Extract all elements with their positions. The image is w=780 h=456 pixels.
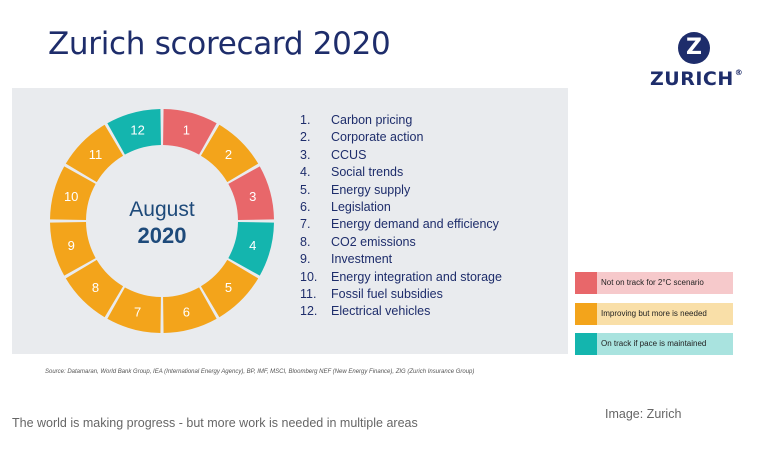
list-item-number: 3. [300, 147, 311, 162]
ring-segment-8 [65, 259, 124, 318]
ring-segment-label-11: 11 [89, 147, 103, 162]
list-item-label: Energy supply [331, 182, 411, 197]
list-item-label: CO2 emissions [331, 234, 416, 249]
registered-mark: ® [734, 68, 744, 77]
list-item: 10. Energy integration and storage [300, 270, 502, 287]
list-item-label: Investment [331, 252, 393, 267]
ring-segment-label-6: 6 [183, 304, 190, 319]
list-item: 3. CCUS [300, 148, 502, 165]
list-item-number: 10. [300, 269, 318, 284]
ring-segment-label-3: 3 [249, 189, 256, 204]
legend-label-teal: On track if pace is maintained [597, 333, 733, 355]
legend-swatch-orange [575, 302, 597, 325]
list-item: 1. Carbon pricing [300, 113, 502, 130]
legend-item-teal: On track if pace is maintained [575, 333, 733, 355]
list-item: 11. Fossil fuel subsidies [300, 287, 502, 304]
ring-segment-label-12: 12 [130, 123, 144, 138]
zurich-logo-text: ZURICH [650, 68, 734, 90]
center-year: 2020 [138, 223, 187, 248]
ring-segment-1 [163, 109, 217, 155]
ring-segment-6 [163, 287, 217, 333]
image-caption: The world is making progress - but more … [12, 416, 418, 430]
list-item-label: Fossil fuel subsidies [331, 286, 443, 301]
list-item-label: Legislation [331, 199, 391, 214]
list-item-number: 12. [300, 304, 318, 319]
list-item-label: Corporate action [331, 130, 424, 145]
indicator-list: 1. Carbon pricing 2. Corporate action 3. CCUS… [300, 113, 502, 322]
zurich-logo: Z ZURICH® [648, 32, 748, 92]
source-note: Source: Datamaran, World Bank Group, IEA… [45, 369, 475, 375]
zurich-logo-mark: Z [678, 32, 710, 64]
list-item-label: CCUS [331, 147, 367, 162]
scorecard-panel: August 2020 1 2 3 4 5 6 7 8 9 10 11 12 [12, 88, 568, 354]
legend-swatch-teal [575, 333, 597, 355]
ring-segment-5 [200, 259, 259, 318]
list-item-number: 9. [300, 252, 311, 267]
list-item: 5. Energy supply [300, 183, 502, 200]
list-item: 6. Legislation [300, 200, 502, 217]
ring-segment-label-4: 4 [249, 238, 256, 253]
list-item-label: Carbon pricing [331, 113, 413, 127]
list-item-label: Electrical vehicles [331, 304, 431, 319]
list-item-label: Energy demand and efficiency [331, 217, 499, 232]
list-item-label: Energy integration and storage [331, 269, 502, 284]
list-item-number: 2. [300, 130, 311, 145]
list-item-label: Social trends [331, 165, 404, 180]
ring-segment-12 [107, 109, 161, 155]
ring-segment-9 [50, 222, 96, 276]
list-item: 8. CO2 emissions [300, 235, 502, 252]
list-item: 2. Corporate action [300, 130, 502, 147]
list-item: 4. Social trends [300, 165, 502, 182]
legend-item-orange: Improving but more is needed [575, 302, 733, 325]
center-month: August [129, 198, 195, 221]
ring-segment-label-1: 1 [183, 123, 190, 138]
ring-segment-label-5: 5 [225, 280, 232, 295]
ring-segment-label-10: 10 [64, 189, 78, 204]
legend-label-red: Not on track for 2°C scenario [597, 272, 733, 294]
ring-segment-label-8: 8 [92, 280, 99, 295]
list-item: 9. Investment [300, 252, 502, 269]
ring-segment-label-2: 2 [225, 147, 232, 162]
ring-segment-10 [50, 166, 96, 220]
list-item-number: 1. [300, 113, 311, 127]
list-item-number: 5. [300, 182, 311, 197]
ring-segment-3 [228, 166, 274, 220]
list-item-number: 8. [300, 234, 311, 249]
legend-swatch-red [575, 272, 597, 294]
legend-item-red: Not on track for 2°C scenario [575, 272, 733, 294]
ring-segment-11 [65, 124, 124, 183]
page-title: Zurich scorecard 2020 [48, 26, 391, 62]
ring-segment-4 [228, 222, 274, 276]
ring-segment-label-7: 7 [134, 304, 141, 319]
list-item-number: 11. [300, 286, 317, 301]
list-item: 12. Electrical vehicles [300, 304, 502, 321]
ring-segment-7 [107, 287, 161, 333]
list-item-number: 6. [300, 199, 311, 214]
list-item: 7. Energy demand and efficiency [300, 217, 502, 234]
ring-segment-label-9: 9 [68, 238, 75, 253]
list-item-number: 4. [300, 165, 311, 180]
list-item-number: 7. [300, 217, 311, 232]
image-credit: Image: Zurich [605, 407, 682, 421]
legend-label-orange: Improving but more is needed [597, 302, 733, 325]
status-legend: Not on track for 2°C scenario Improving b… [575, 272, 733, 364]
ring-segment-2 [200, 124, 259, 183]
